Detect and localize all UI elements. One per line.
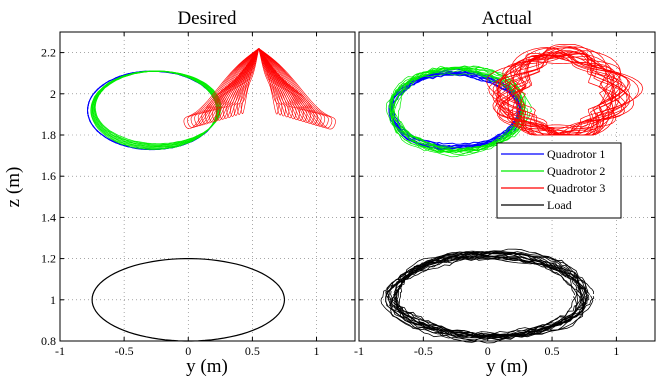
x-tick-label: -0.5 (414, 344, 433, 358)
desired-quadrotor-2-trace (94, 70, 222, 145)
desired-quadrotor-3-trace (226, 48, 260, 118)
actual-quadrotor-2-trace (391, 72, 525, 158)
panel-title-actual: Actual (482, 8, 533, 29)
legend-label-quadrotor-2: Quadrotor 2 (547, 164, 605, 178)
y-tick-label: 0.8 (41, 334, 56, 348)
legend: Quadrotor 1 Quadrotor 2 Quadrotor 3 Load (496, 142, 622, 219)
actual-quadrotor-3-trace (492, 47, 644, 136)
desired-quadrotor-3-trace (183, 48, 260, 130)
x-tick-label: 1 (314, 344, 320, 358)
actual-quadrotor-3-trace (494, 54, 629, 136)
actual-quadrotor-3-trace (497, 56, 620, 130)
x-tick-label: -0.5 (115, 344, 134, 358)
actual-load-trace (385, 255, 585, 339)
actual-quadrotor-3-trace (496, 49, 628, 136)
actual-quadrotor-2-trace (389, 67, 524, 154)
panel-desired-frame (59, 31, 356, 342)
actual-load-trace (395, 250, 595, 337)
actual-quadrotor-3-trace (488, 55, 626, 136)
legend-label-load: Load (547, 198, 572, 212)
y-tick-label: 2 (50, 87, 56, 101)
actual-quadrotor-2-trace (394, 66, 529, 152)
desired-quadrotor-3-trace (258, 48, 290, 118)
x-tick-label: 1 (613, 344, 619, 358)
x-tick-label: 0.5 (245, 344, 260, 358)
desired-quadrotor-2-trace (92, 70, 220, 147)
x-axis-label-desired: y (m) (186, 356, 228, 377)
actual-load-trace (389, 256, 582, 339)
desired-quadrotor-3-trace (240, 48, 260, 114)
actual-quadrotor-2-trace (389, 66, 522, 152)
desired-quadrotor-3-trace (258, 48, 318, 125)
y-tick-label: 1.8 (41, 128, 56, 142)
desired-load-trace (91, 258, 286, 342)
actual-quadrotor-3-trace (504, 54, 614, 134)
y-tick-label: 1.6 (41, 169, 56, 183)
desired-quadrotor-3-trace (258, 48, 279, 115)
x-tick-label: 0.5 (545, 344, 560, 358)
y-tick-label: 1 (50, 293, 56, 307)
y-tick-label: 1.4 (41, 210, 56, 224)
actual-quadrotor-3-trace (495, 51, 623, 136)
x-tick-label: 0 (185, 344, 191, 358)
y-tick-label: 2.2 (41, 46, 56, 60)
panel-title-desired: Desired (177, 8, 237, 29)
desired-quadrotor-3-trace (258, 48, 329, 128)
desired-quadrotor-3-trace (258, 48, 333, 129)
x-tick-label: 0 (485, 344, 491, 358)
x-tick-label: -1 (354, 344, 364, 358)
x-tick-label: -1 (55, 344, 65, 358)
desired-quadrotor-3-trace (187, 48, 260, 129)
legend-label-quadrotor-3: Quadrotor 3 (547, 181, 605, 195)
desired-quadrotor-3-trace (190, 48, 260, 128)
actual-quadrotor-2-trace (388, 67, 523, 153)
y-axis-label: z (m) (3, 167, 24, 208)
legend-label-quadrotor-1: Quadrotor 1 (547, 147, 605, 161)
y-tick-label: 1.2 (41, 252, 56, 266)
x-axis-label-actual: y (m) (486, 356, 528, 377)
actual-quadrotor-3-trace (502, 51, 629, 136)
actual-load-trace (387, 252, 585, 339)
desired-quadrotor-2-trace (94, 70, 221, 145)
desired-quadrotor-3-trace (258, 48, 326, 127)
desired-quadrotor-3-trace (208, 48, 260, 123)
desired-quadrotor-3-trace (258, 48, 336, 130)
